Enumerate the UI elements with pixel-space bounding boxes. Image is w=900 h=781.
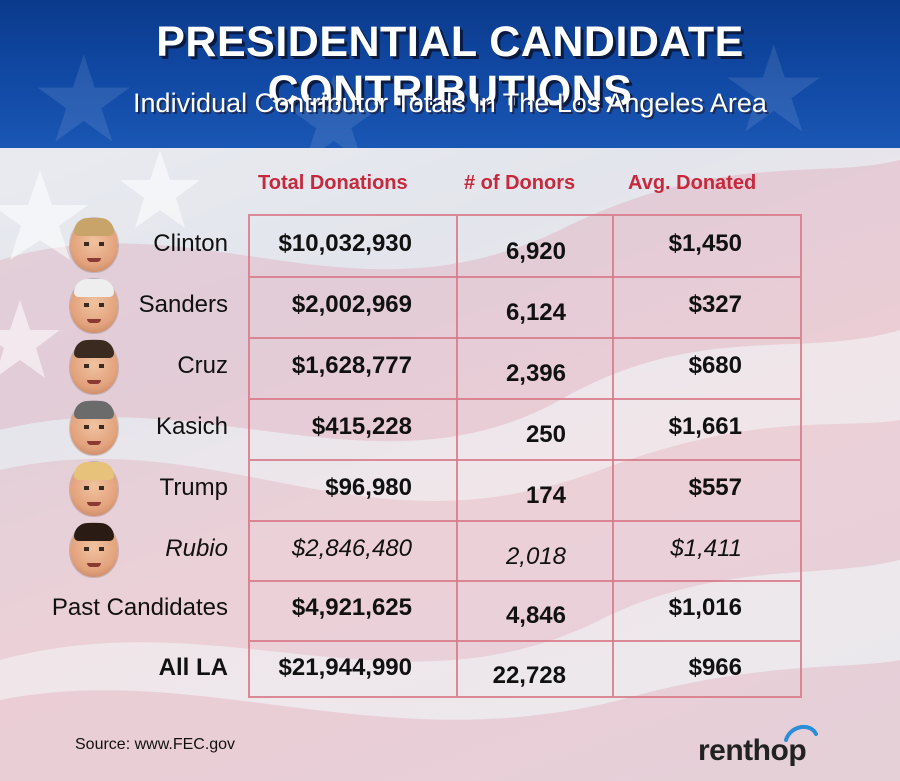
table-row: Past Candidates $4,921,625 4,846 $1,016 <box>0 578 900 638</box>
avg-donated-cell: $680 <box>688 352 742 379</box>
total-donations-cell: $415,228 <box>311 413 412 440</box>
page-title: PRESIDENTIAL CANDIDATE CONTRIBUTIONS <box>156 18 744 115</box>
total-donations-cell: $4,921,625 <box>291 594 412 621</box>
avg-donated-cell: $327 <box>688 291 742 318</box>
clinton-portrait <box>70 218 118 272</box>
total-donations-cell: $21,944,990 <box>278 654 412 681</box>
column-header-total: Total Donations <box>258 172 408 194</box>
logo-arc-icon <box>784 724 818 742</box>
page-subtitle: Individual Contributor Totals In The Los… <box>133 88 767 118</box>
source-note: Source: www.FEC.gov <box>75 736 236 753</box>
candidate-name: Cruz <box>177 352 228 379</box>
donor-count-cell: 6,124 <box>505 299 566 326</box>
donor-count-cell: 2,396 <box>505 360 566 387</box>
donor-count-cell: 6,920 <box>505 238 566 265</box>
star-decoration: ★ <box>30 33 138 148</box>
avg-donated-cell: $1,661 <box>668 413 742 440</box>
avg-donated-cell: $1,450 <box>668 230 742 257</box>
avg-donated-cell: $1,411 <box>670 535 742 562</box>
donor-count-cell: 250 <box>525 421 566 448</box>
contributions-table: Total Donations # of Donors Avg. Donated… <box>0 148 900 781</box>
total-donations-cell: $96,980 <box>325 474 412 501</box>
table-row: Clinton $10,032,930 6,920 $1,450 <box>0 214 900 274</box>
donor-count-cell: 2,018 <box>505 543 566 570</box>
candidate-name: All LA <box>158 654 228 681</box>
cruz-portrait <box>70 340 118 394</box>
total-donations-cell: $2,002,969 <box>291 291 412 318</box>
sanders-portrait <box>70 279 118 333</box>
table-row: Rubio $2,846,480 2,018 $1,411 <box>0 519 900 579</box>
avg-donated-cell: $557 <box>688 474 742 501</box>
avg-donated-cell: $966 <box>688 654 742 681</box>
table-row: Trump $96,980 174 $557 <box>0 458 900 518</box>
kasich-portrait <box>70 401 118 455</box>
star-decoration: ★ <box>720 23 828 148</box>
column-header-donors: # of Donors <box>464 172 576 194</box>
candidate-name: Past Candidates <box>51 594 228 621</box>
table-row: Kasich $415,228 250 $1,661 <box>0 397 900 457</box>
candidate-name: Sanders <box>138 291 228 318</box>
star-decoration: ★ <box>280 53 388 148</box>
rubio-portrait <box>70 523 118 577</box>
donor-count-cell: 4,846 <box>505 602 566 629</box>
total-donations-cell: $1,628,777 <box>291 352 412 379</box>
total-donations-cell: $10,032,930 <box>278 230 412 257</box>
avg-donated-cell: $1,016 <box>668 594 742 621</box>
renthop-logo: renthop <box>698 720 828 770</box>
table-row: Sanders $2,002,969 6,124 $327 <box>0 275 900 335</box>
donor-count-cell: 22,728 <box>492 662 566 689</box>
table-row: All LA $21,944,990 22,728 $966 <box>0 638 900 698</box>
total-donations-cell: $2,846,480 <box>291 535 412 562</box>
logo-text: renthop <box>698 734 807 767</box>
candidate-name: Clinton <box>153 230 228 257</box>
trump-portrait <box>70 462 118 516</box>
candidate-name: Rubio <box>165 535 228 562</box>
column-header-avg: Avg. Donated <box>628 172 757 194</box>
table-grid <box>248 214 802 698</box>
candidate-name: Trump <box>159 474 228 501</box>
table-row: Cruz $1,628,777 2,396 $680 <box>0 336 900 396</box>
donor-count-cell: 174 <box>525 482 566 509</box>
header-banner: ★ ★ ★ PRESIDENTIAL CANDIDATE CONTRIBUTIO… <box>0 0 900 148</box>
candidate-name: Kasich <box>155 413 228 440</box>
